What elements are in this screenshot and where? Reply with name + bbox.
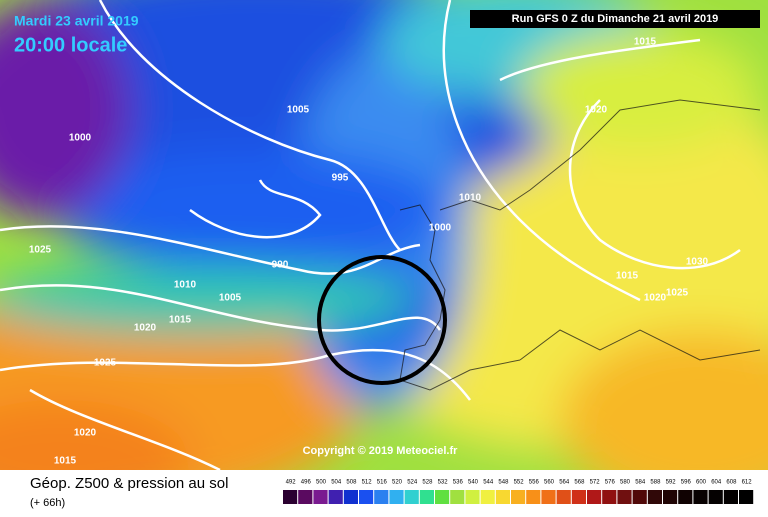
isobar-label: 1025 (94, 358, 117, 369)
legend-label: 492 (286, 480, 297, 486)
legend-label: 516 (377, 480, 388, 486)
legend-swatch (374, 490, 389, 504)
legend-swatch (359, 490, 374, 504)
legend-swatch (343, 490, 358, 504)
isobar-label: 1025 (29, 245, 52, 256)
color-legend: 492 496 500 504 508 512 516 520 524 528 532 536 540 5… (283, 480, 754, 504)
legend-swatch (632, 490, 647, 504)
legend-label: 556 (529, 480, 540, 486)
isobar-labels: 1015 1005 1000 1020 995 1010 1000 990 1025 1010 10… (29, 37, 709, 467)
isobar-label: 995 (332, 173, 349, 184)
legend-label: 508 (346, 480, 357, 486)
legend-label: 596 (681, 480, 692, 486)
isobar-label: 1005 (287, 105, 310, 116)
legend-label: 536 (453, 480, 464, 486)
legend-swatch (693, 490, 708, 504)
isobar-label: 1020 (644, 293, 667, 304)
isobars (0, 0, 741, 470)
legend-swatch (404, 490, 419, 504)
isobar-label: 1020 (74, 428, 97, 439)
legend-label: 612 (742, 480, 753, 486)
legend-swatch (663, 490, 678, 504)
forecast-time: 20:00 locale (14, 34, 127, 56)
legend-label: 608 (726, 480, 737, 486)
legend-label: 524 (407, 480, 418, 486)
isobar-label: 1015 (616, 271, 639, 282)
isobar-label: 1015 (54, 456, 77, 467)
legend-swatch (419, 490, 434, 504)
legend-swatch (313, 490, 328, 504)
legend-label: 528 (422, 480, 433, 486)
legend-label: 576 (605, 480, 616, 486)
legend-swatch (571, 490, 586, 504)
legend-swatch (298, 490, 313, 504)
isobar-label: 1020 (585, 105, 608, 116)
legend-swatch (556, 490, 571, 504)
legend-label: 600 (696, 480, 707, 486)
legend-label: 504 (331, 480, 342, 486)
legend-label: 496 (301, 480, 312, 486)
legend-label: 564 (559, 480, 570, 486)
isobar-label: 1025 (666, 288, 689, 299)
legend-swatch (283, 490, 298, 504)
legend-swatch (617, 490, 632, 504)
legend-label: 532 (438, 480, 449, 486)
legend-label: 552 (514, 480, 525, 486)
isobar-label: 1030 (686, 257, 709, 268)
coastlines (399, 99, 761, 391)
footer-lead: (+ 66h) (30, 497, 65, 509)
legend-swatch (541, 490, 556, 504)
legend-swatch (587, 490, 602, 504)
legend-label: 540 (468, 480, 479, 486)
legend-label: 544 (483, 480, 494, 486)
legend-swatch (495, 490, 510, 504)
legend-swatch (708, 490, 723, 504)
isobar-label: 1010 (459, 193, 482, 204)
legend-swatch (435, 490, 450, 504)
footer-title: Géop. Z500 & pression au sol (30, 475, 228, 492)
legend-swatch (739, 490, 754, 504)
legend-swatch (647, 490, 662, 504)
forecast-date: Mardi 23 avril 2019 (14, 13, 139, 29)
legend-label: 560 (544, 480, 555, 486)
isobar-label: 1010 (174, 280, 197, 291)
legend-swatch (450, 490, 465, 504)
isobar-label: 1000 (429, 223, 452, 234)
legend-swatch (602, 490, 617, 504)
legend-label: 572 (590, 480, 601, 486)
run-box (470, 10, 760, 28)
legend-label: 512 (362, 480, 373, 486)
legend-label: 520 (392, 480, 403, 486)
highlight-circle (317, 255, 447, 385)
run-info: Run GFS 0 Z du Dimanche 21 avril 2019 (512, 13, 719, 25)
legend-swatch (328, 490, 343, 504)
legend-swatch (511, 490, 526, 504)
copyright: Copyright © 2019 Meteociel.fr (303, 445, 459, 457)
legend-label: 584 (635, 480, 646, 486)
legend-label: 568 (574, 480, 585, 486)
isobar-label: 1020 (134, 323, 157, 334)
legend-swatch (389, 490, 404, 504)
legend-swatch (723, 490, 738, 504)
legend-label: 588 (650, 480, 661, 486)
legend-label: 580 (620, 480, 631, 486)
isobar-label: 1000 (69, 133, 92, 144)
isobar-label: 990 (272, 260, 289, 271)
isobar-label: 1015 (634, 37, 657, 48)
legend-label: 604 (711, 480, 722, 486)
legend-label: 500 (316, 480, 327, 486)
legend-swatch (526, 490, 541, 504)
isobar-label: 1015 (169, 315, 192, 326)
legend-label: 548 (498, 480, 509, 486)
legend-label: 592 (666, 480, 677, 486)
legend-swatch (465, 490, 480, 504)
legend-swatch (480, 490, 495, 504)
legend-swatch (678, 490, 693, 504)
isobar-label: 1005 (219, 293, 242, 304)
